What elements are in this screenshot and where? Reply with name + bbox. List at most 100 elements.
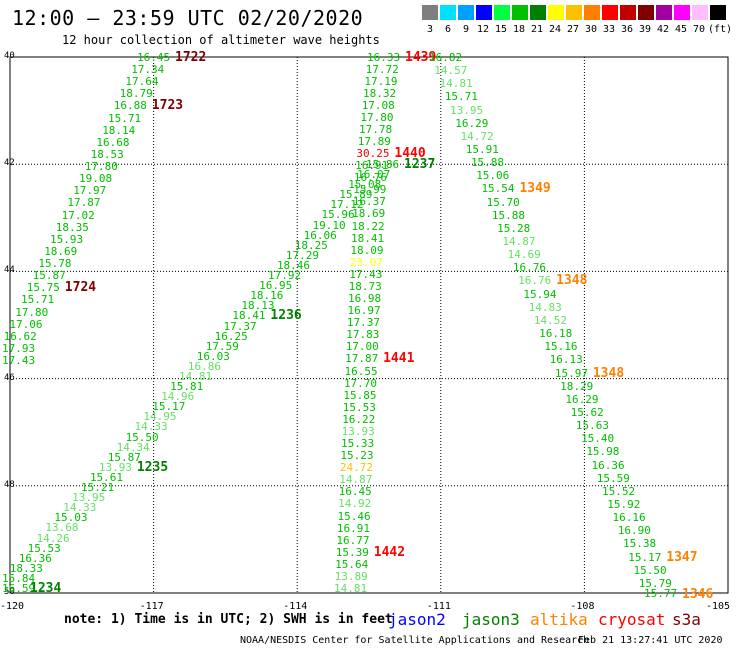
swh-value: 14.33 <box>63 501 97 515</box>
swh-value: 17.80 <box>84 160 118 174</box>
swh-value: 14.81 <box>439 77 473 91</box>
swh-value: 18.14 <box>102 123 136 137</box>
swh-value: 15.85 <box>343 388 377 402</box>
swh-value: 15.98 <box>586 445 620 459</box>
color-scale-label: 24 <box>549 24 562 35</box>
swh-value: 19.08 <box>79 172 113 186</box>
swh-value: 15.53 <box>342 400 376 414</box>
swh-value: 15.21 <box>81 481 115 495</box>
pass-number-label: 1440 <box>394 146 426 162</box>
swh-value: 16.07 <box>357 168 391 182</box>
pass-number-label: 1724 <box>64 280 97 296</box>
swh-value: 15.99 <box>353 183 387 197</box>
swh-value: 17.59 <box>205 339 239 353</box>
swh-value: 16.62 <box>3 329 37 343</box>
swh-value: 15.38 <box>623 537 657 551</box>
swh-value: 17.70 <box>343 376 378 390</box>
swh-value: 17.43 <box>349 267 383 281</box>
swh-value: 17.64 <box>125 75 159 89</box>
swh-value: 18.41 <box>232 309 266 323</box>
color-scale-swatch <box>656 5 672 20</box>
swh-value: 17.06 <box>9 317 43 331</box>
swh-value: 13.68 <box>45 521 79 535</box>
swh-value: 15.87 <box>107 450 141 464</box>
swh-value: 16.95 <box>259 279 293 293</box>
page-subtitle: 12 hour collection of altimeter wave hei… <box>62 33 380 47</box>
longitude-label: -111 <box>426 601 451 612</box>
color-scale-label: 39 <box>639 24 652 35</box>
color-scale-swatch <box>674 5 690 20</box>
swh-value: 15.03 <box>54 511 88 525</box>
pass-number-label: 1236 <box>270 308 302 324</box>
color-scale-swatch <box>530 5 546 20</box>
swh-value: 16.22 <box>342 412 376 426</box>
pass-number-label: 1722 <box>175 50 207 65</box>
color-scale-swatch <box>638 5 654 20</box>
swh-value: 17.00 <box>345 340 379 354</box>
pass-number-label: 1346 <box>682 587 714 602</box>
swh-value: 14.69 <box>507 248 541 262</box>
swh-value: 16.33 <box>367 51 401 64</box>
swh-value: 13.93 <box>98 460 132 474</box>
swh-value: 18.35 <box>55 220 89 234</box>
swh-value: 15.06 <box>476 169 510 183</box>
swh-value: 15.92 <box>607 497 641 511</box>
swh-value: 15.40 <box>581 432 615 446</box>
swh-value: 15.33 <box>341 437 375 451</box>
swh-value: 18.16 <box>250 289 284 303</box>
color-scale-label: 36 <box>621 24 634 35</box>
pass-number-label: 1348 <box>592 365 625 381</box>
pass-number-label: 1439 <box>405 50 437 65</box>
color-scale-label: 6 <box>445 24 452 35</box>
swh-value: 15.61 <box>89 470 124 484</box>
pass-number-label: 1347 <box>666 549 698 565</box>
swh-value: 16.29 <box>565 392 599 406</box>
swh-value: 15.78 <box>38 257 72 271</box>
swh-value: 19.10 <box>312 218 346 232</box>
swh-value: 16.91 <box>336 521 371 535</box>
swh-value: 15.79 <box>638 576 672 590</box>
swh-value: 14.81 <box>179 370 213 383</box>
swh-value: 17.19 <box>364 75 398 89</box>
swh-value: 16.82 <box>429 51 463 64</box>
swh-value: 18.41 <box>350 231 385 245</box>
swh-value: 16.03 <box>196 349 230 363</box>
swh-value: 15.59 <box>596 471 630 485</box>
longitude-label: -105 <box>706 601 731 612</box>
swh-value: 17.29 <box>285 248 319 262</box>
swh-value: 15.17 <box>152 400 186 414</box>
swh-value: 17.89 <box>357 135 391 149</box>
swh-value: 17.87 <box>67 196 101 210</box>
swh-value: 17.87 <box>345 352 379 366</box>
color-scale-label: 15 <box>495 24 508 35</box>
color-scale-label: 21 <box>531 24 544 35</box>
swh-value: 16.76 <box>353 171 388 185</box>
color-scale-swatch <box>692 5 708 20</box>
swh-value: 15.88 <box>470 156 505 170</box>
swh-value: 16.16 <box>612 511 646 525</box>
color-scale-label: 30 <box>585 24 598 35</box>
latitude-label: 48 <box>4 479 15 490</box>
swh-value: 17.37 <box>223 319 257 333</box>
pass-number-label: 1237 <box>404 157 436 172</box>
swh-value: 15.75 <box>26 281 60 295</box>
longitude-label: -117 <box>139 601 164 612</box>
color-scale-label: 27 <box>567 24 580 35</box>
swh-value: 14.92 <box>338 497 372 511</box>
legend-item-jason3: jason3 <box>462 610 520 629</box>
swh-value: 15.97 <box>554 366 588 380</box>
longitude-label: -108 <box>570 601 595 612</box>
color-scale-swatch <box>602 5 618 20</box>
color-scale-label: 33 <box>603 24 616 35</box>
color-scale-swatch <box>710 5 726 20</box>
color-scale-label: 18 <box>513 24 526 35</box>
swh-value: 15.71 <box>444 90 478 104</box>
swh-value: 16.55 <box>344 364 378 378</box>
swh-value: 14.96 <box>161 390 195 404</box>
longitude-label: -114 <box>283 601 308 612</box>
swh-value: 16.97 <box>347 304 381 318</box>
color-scale-swatch <box>494 5 510 20</box>
color-scale-label: 42 <box>657 24 670 35</box>
swh-value: 16.98 <box>348 292 382 306</box>
